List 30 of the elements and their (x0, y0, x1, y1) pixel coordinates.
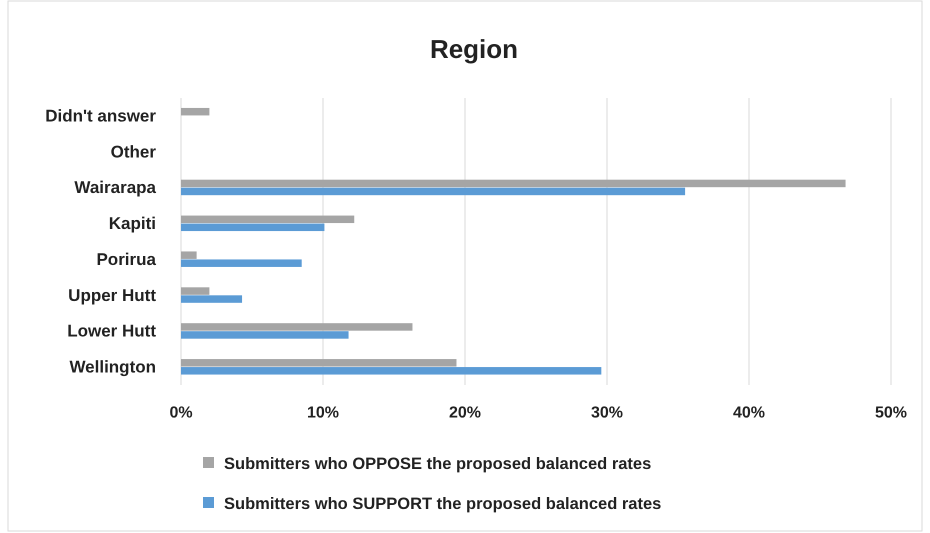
x-tick-label: 30% (590, 404, 624, 422)
y-tick-label: Other (110, 142, 156, 162)
bar (181, 331, 349, 339)
y-tick-label: Wairarapa (74, 178, 157, 198)
x-tick-label: 50% (874, 404, 908, 422)
bar (181, 188, 686, 196)
bar (181, 259, 302, 267)
y-tick-label: Didn't answer (45, 106, 156, 126)
legend-label: Submitters who SUPPORT the proposed balanced rates (224, 495, 662, 513)
bar (181, 367, 602, 375)
bar (181, 216, 354, 224)
bar (181, 323, 412, 331)
bar (181, 295, 242, 303)
y-tick-label: Upper Hutt (68, 286, 156, 305)
bar (181, 359, 456, 367)
chart-title: Region (430, 34, 518, 64)
y-tick-label: Kapiti (108, 214, 156, 234)
x-tick-label: 40% (732, 404, 766, 422)
x-tick-label: 10% (306, 404, 340, 422)
bar (181, 224, 324, 232)
y-tick-label: Lower Hutt (67, 322, 156, 341)
x-tick-label: 0% (169, 404, 193, 422)
y-tick-label: Wellington (69, 358, 156, 377)
legend-label: Submitters who OPPOSE the proposed balanced rates (224, 455, 652, 473)
y-tick-label: Porirua (96, 250, 157, 269)
bar (181, 108, 210, 116)
bar (181, 251, 197, 259)
x-tick-label: 20% (448, 404, 482, 422)
bar (181, 287, 210, 295)
bar (181, 180, 846, 188)
